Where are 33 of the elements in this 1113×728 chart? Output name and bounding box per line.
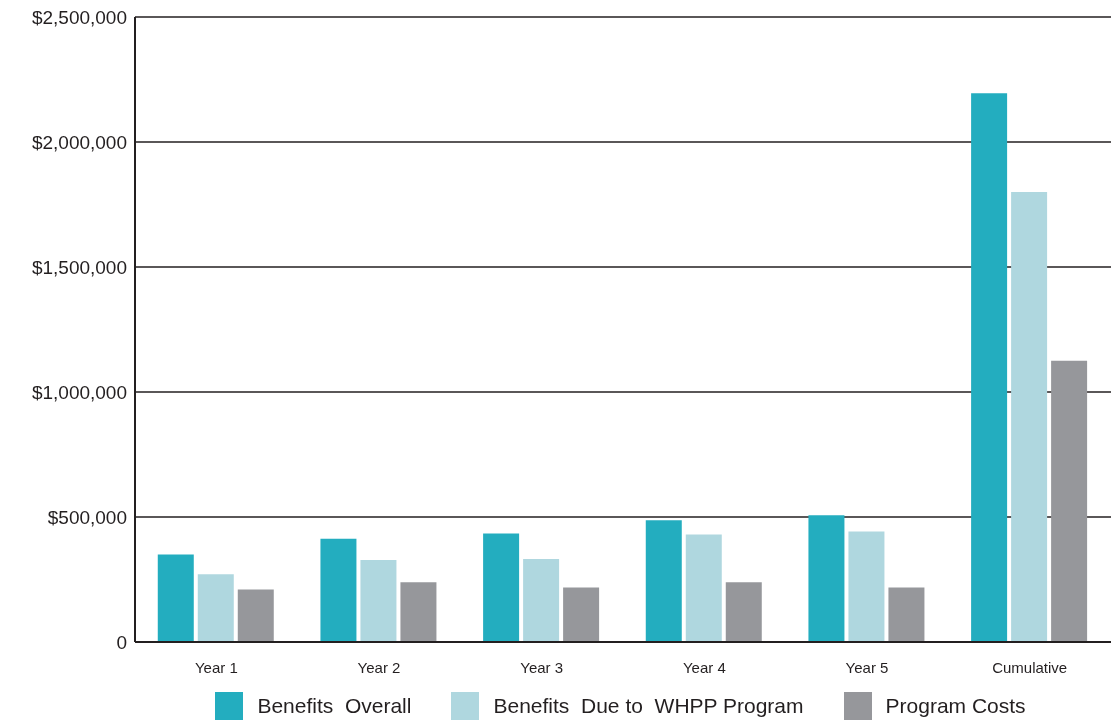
bar [1011, 192, 1048, 642]
y-tick-label: $2,000,000 [31, 131, 127, 153]
bar [645, 520, 682, 642]
bar [400, 582, 437, 642]
bar [1051, 360, 1088, 642]
y-tick-label: 0 [116, 631, 127, 653]
bar [157, 554, 194, 642]
y-tick-label: $500,000 [47, 506, 127, 528]
bar [685, 534, 722, 642]
bar [971, 93, 1008, 642]
bar [523, 559, 560, 642]
x-tick-label: Year 2 [357, 658, 401, 676]
legend-label: Benefits Overall [257, 694, 412, 718]
legend-label: Benefits Due to WHPP Program [493, 694, 804, 718]
bar [197, 574, 234, 642]
x-tick-label: Cumulative [992, 658, 1068, 676]
bar [888, 587, 925, 642]
bar [563, 587, 600, 642]
bar [320, 538, 357, 642]
bar [360, 560, 397, 642]
y-tick-label: $1,500,000 [31, 256, 127, 278]
y-tick-label: $1,000,000 [31, 381, 127, 403]
x-tick-label: Year 5 [845, 658, 889, 676]
x-tick-label: Year 3 [520, 658, 564, 676]
bar [848, 531, 885, 642]
x-tick-label: Year 1 [194, 658, 238, 676]
bar [237, 589, 274, 642]
y-tick-label: $2,500,000 [31, 6, 127, 28]
legend-label: Program Costs [885, 694, 1026, 718]
bar [725, 582, 762, 642]
bar [808, 515, 845, 642]
bar [483, 533, 520, 642]
x-tick-label: Year 4 [682, 658, 726, 676]
